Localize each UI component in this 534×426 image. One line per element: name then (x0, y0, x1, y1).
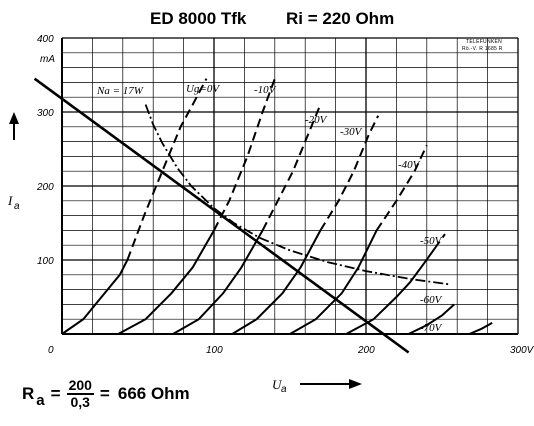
series--40v-solid (289, 229, 378, 335)
series--10v-dashed (213, 78, 276, 231)
curve-label: -20V (305, 114, 328, 126)
y-tick-label: 100 (37, 256, 54, 267)
x-tick-label: 0 (48, 345, 54, 356)
series--60v (408, 303, 455, 335)
formula-result: 666 Ohm (117, 384, 190, 403)
series--20v-dashed (261, 104, 322, 231)
y-tick-label: 300 (37, 108, 54, 119)
formula-numerator: 200 (66, 377, 94, 395)
y-axis-label: I (7, 193, 13, 208)
formula-subscript: a (36, 391, 45, 409)
grid (61, 37, 519, 335)
formula-r: R (22, 384, 35, 403)
y-tick-label: 200 (36, 182, 54, 193)
y-tick-label: 400 (37, 34, 54, 45)
manufacturer-code: Rö.-V. R 1685 R (462, 46, 503, 52)
curve-labels: Uɡ=0V -10V -20V -30V -40V -50V -60V -70V Na = 17… (96, 83, 443, 334)
manufacturer-label: TELEFUNKEN (466, 39, 502, 45)
curve-label: -70V (420, 322, 443, 334)
load-formula: R a = 200 0,3 = 666 Ohm (22, 378, 190, 410)
formula-fraction: 200 0,3 (66, 377, 94, 410)
series-u-0v-solid (61, 259, 129, 335)
x-tick-label: 100 (206, 345, 223, 356)
series--30v-solid (231, 229, 322, 335)
formula-denominator: 0,3 (70, 394, 90, 410)
curve-label: Na = 17W (96, 85, 144, 97)
curve-label: -10V (254, 84, 277, 96)
series--10v-solid (117, 229, 215, 335)
load-line (33, 77, 410, 354)
x-axis-label-subscript: a (281, 384, 287, 395)
curve-label: -50V (420, 235, 443, 247)
series--50v-solid (345, 248, 436, 335)
curve-label: -30V (340, 126, 363, 138)
formula-equals-1: = (50, 384, 61, 403)
x-axis-arrow-head (349, 379, 362, 389)
formula-equals-2: = (99, 384, 110, 403)
series--70v (469, 322, 493, 335)
y-unit-label: mA (40, 54, 55, 65)
chart-title-ri: Ri = 220 Ohm (286, 9, 394, 28)
chart-title-tube: ED 8000 Tfk (150, 9, 247, 28)
series--50v-dashed (433, 233, 446, 250)
x-tick-label: 200 (357, 345, 375, 356)
plate-curves (33, 77, 493, 354)
y-axis-label-subscript: a (14, 201, 20, 212)
series--40v-dashed (375, 144, 428, 231)
curve-label: Uɡ=0V (186, 83, 220, 95)
series--20v-solid (172, 229, 264, 335)
series--30v-dashed (319, 115, 380, 231)
x-tick-label: 300V (510, 345, 534, 356)
series-u-0v-dashed (126, 78, 208, 261)
curve-label: -60V (420, 294, 443, 306)
tick-labels: 0 100 200 300V 100 200 300 400 (36, 34, 534, 356)
y-axis-arrow-head (9, 112, 19, 124)
x-axis-label: U (272, 377, 283, 392)
curve-label: -40V (398, 159, 421, 171)
